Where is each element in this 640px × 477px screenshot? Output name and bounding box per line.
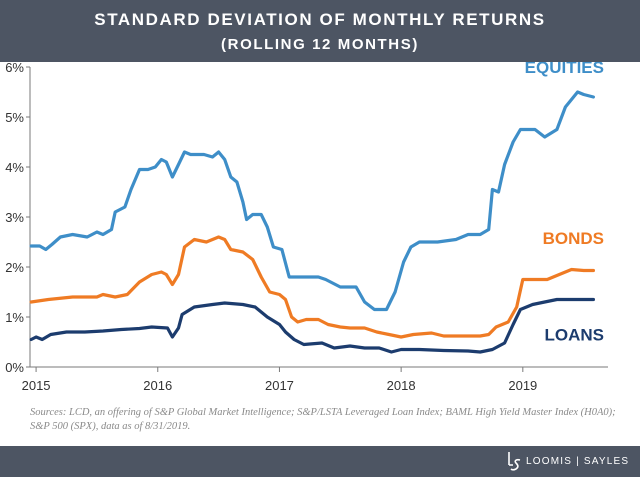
x-tick-label: 2015	[22, 378, 51, 393]
x-axis: 2015 2016 2017 2018 2019	[22, 366, 608, 393]
logo-wordmark: LOOMIS | SAYLES	[526, 456, 630, 467]
chart-title: STANDARD DEVIATION OF MONTHLY RETURNS	[94, 10, 546, 29]
series-label-bonds: BONDS	[543, 229, 604, 248]
series-line-loans	[29, 297, 595, 354]
series-line-bonds	[29, 235, 595, 339]
header-bar: STANDARD DEVIATION OF MONTHLY RETURNS (R…	[0, 0, 640, 62]
series-line-equities	[29, 90, 595, 312]
series-label-equities: EQUITIES	[525, 62, 604, 77]
y-tick-label: 5%	[5, 110, 24, 125]
series-label-loans: LOANS	[545, 326, 605, 345]
chart-subtitle: (ROLLING 12 MONTHS)	[221, 36, 419, 53]
legend-labels: EQUITIES BONDS LOANS	[525, 62, 604, 345]
x-tick-label: 2017	[265, 378, 294, 393]
series-lines	[29, 90, 595, 354]
footer-bar	[0, 446, 640, 477]
y-tick-label: 4%	[5, 160, 24, 175]
y-axis: 0% 1% 2% 3% 4% 5% 6%	[5, 62, 31, 375]
loomis-sayles-logo-icon	[508, 452, 521, 471]
x-tick-label: 2019	[508, 378, 537, 393]
x-tick-label: 2016	[143, 378, 172, 393]
y-tick-label: 2%	[5, 260, 24, 275]
y-tick-label: 3%	[5, 210, 24, 225]
y-tick-label: 6%	[5, 62, 24, 75]
y-tick-label: 1%	[5, 310, 24, 325]
line-chart: 0% 1% 2% 3% 4% 5% 6% 2015 2016 2017 2018 2019 EQUI…	[5, 62, 608, 393]
y-tick-label: 0%	[5, 360, 24, 375]
x-tick-label: 2018	[387, 378, 416, 393]
source-note: Sources: LCD, an offering of S&P Global …	[30, 407, 616, 432]
